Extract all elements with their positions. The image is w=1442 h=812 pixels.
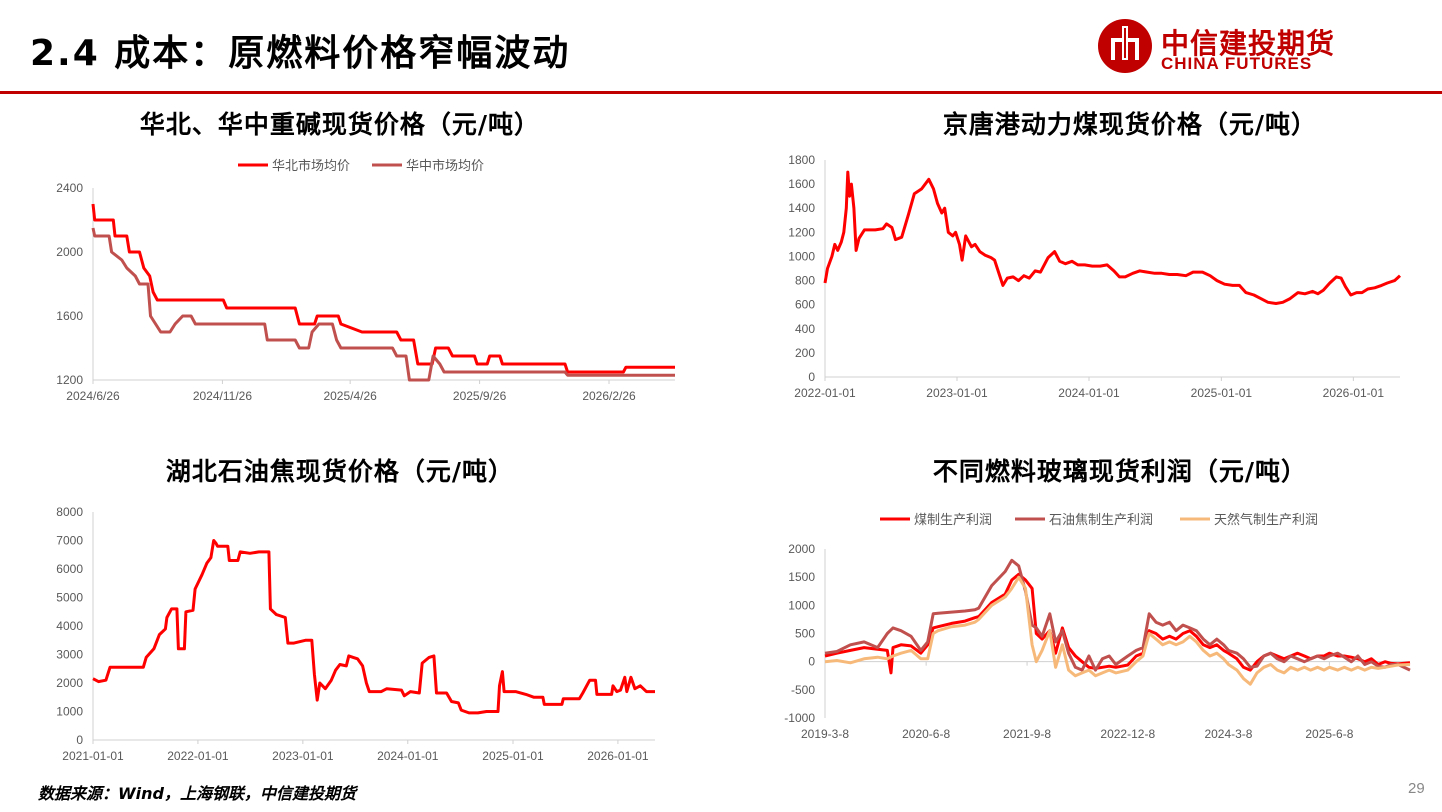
y-tick-label: 8000	[56, 505, 83, 519]
series-line-1	[823, 170, 1402, 305]
soda-ash-price-chart: 1200 1600 2000 2400 2024/6/26 2024/11/26 2025/…	[56, 158, 675, 403]
y-tick-label: 1400	[788, 201, 815, 215]
y-tick-label: 1800	[788, 153, 815, 167]
page-number: 29	[1408, 780, 1425, 797]
y-tick-label: 4000	[56, 619, 83, 633]
x-tick-label: 2025-6-8	[1305, 727, 1353, 741]
y-tick-label: 200	[795, 346, 815, 360]
chart-title-soda-ash: 华北、华中重碱现货价格（元/吨）	[139, 110, 541, 139]
y-tick-label: -500	[791, 683, 815, 697]
chart-title-glass-profit: 不同燃料玻璃现货利润（元/吨）	[932, 457, 1308, 486]
y-tick-label: 600	[795, 298, 815, 312]
y-tick-label: 2000	[788, 542, 815, 556]
y-tick-label: 1000	[56, 705, 83, 719]
y-tick-label: -1000	[784, 711, 815, 725]
series-line-1	[92, 539, 655, 715]
x-tick-label: 2022-01-01	[167, 749, 229, 763]
y-tick-label: 1600	[788, 177, 815, 191]
header-divider	[0, 91, 1442, 94]
series-line-2	[824, 558, 1411, 672]
y-tick-label: 500	[795, 627, 815, 641]
y-tick-label: 2000	[56, 245, 83, 259]
x-tick-label: 2024-3-8	[1204, 727, 1252, 741]
x-tick-label: 2020-6-8	[902, 727, 950, 741]
x-tick-label: 2025/4/26	[323, 389, 377, 403]
y-tick-label: 0	[808, 655, 815, 669]
y-tick-label: 3000	[56, 648, 83, 662]
petcoke-price-chart: 0 1000 2000 3000 4000 5000 6000 7000 8000 2021-01…	[56, 505, 655, 763]
x-tick-label: 2023-01-01	[272, 749, 334, 763]
chart-title-petcoke: 湖北石油焦现货价格（元/吨）	[165, 457, 515, 486]
x-tick-label: 2022-12-8	[1100, 727, 1155, 741]
y-tick-label: 6000	[56, 562, 83, 576]
y-tick-label: 1000	[788, 598, 815, 612]
x-tick-label: 2024-01-01	[377, 749, 439, 763]
x-tick-label: 2022-01-01	[794, 386, 856, 400]
x-tick-label: 2023-01-01	[926, 386, 988, 400]
slide-header: 2.4 成本：原燃料价格窄幅波动 中信建投期货 CHINA FUTURES	[0, 0, 1442, 94]
x-tick-label: 2025/9/26	[453, 389, 507, 403]
legend-label: 华北市场均价	[272, 158, 350, 173]
brand-logo: 中信建投期货 CHINA FUTURES	[1097, 18, 1347, 80]
legend-label: 石油焦制生产利润	[1049, 512, 1153, 527]
x-tick-label: 2026-01-01	[587, 749, 649, 763]
y-tick-label: 2400	[56, 181, 83, 195]
y-tick-label: 400	[795, 322, 815, 336]
y-tick-label: 1200	[788, 225, 815, 239]
x-tick-label: 2025-01-01	[1191, 386, 1253, 400]
series-line-2	[91, 227, 675, 382]
legend-label: 煤制生产利润	[914, 512, 992, 527]
y-tick-label: 7000	[56, 534, 83, 548]
x-tick-label: 2024/11/26	[193, 389, 252, 403]
x-tick-label: 2024/6/26	[66, 389, 120, 403]
data-source-note: 数据来源：Wind，上海钢联，中信建投期货	[38, 784, 356, 803]
logo-chinese: 中信建投期货	[1161, 27, 1336, 60]
thermal-coal-price-chart: 0 200 400 600 800 1000 1200 1400 1600 1800 2022-01…	[788, 153, 1402, 400]
page-title: 2.4 成本：原燃料价格窄幅波动	[30, 33, 571, 74]
y-tick-label: 1600	[56, 309, 83, 323]
glass-profit-chart: -1000 -500 0 500 1000 1500 2000 2019-3-8 2020-6-…	[784, 512, 1411, 741]
citic-logo-icon	[1098, 19, 1152, 73]
x-tick-label: 2024-01-01	[1058, 386, 1120, 400]
logo-english: CHINA FUTURES	[1161, 54, 1313, 73]
legend-label: 天然气制生产利润	[1214, 512, 1318, 527]
y-tick-label: 800	[795, 274, 815, 288]
x-tick-label: 2025-01-01	[482, 749, 544, 763]
x-tick-label: 2021-9-8	[1003, 727, 1051, 741]
y-tick-label: 2000	[56, 676, 83, 690]
legend-label: 华中市场均价	[406, 158, 484, 173]
y-tick-label: 0	[76, 733, 83, 747]
y-tick-label: 1500	[788, 570, 815, 584]
series-line-3	[824, 575, 1411, 686]
x-tick-label: 2021-01-01	[62, 749, 124, 763]
x-tick-label: 2019-3-8	[801, 727, 849, 741]
y-tick-label: 5000	[56, 591, 83, 605]
x-tick-label: 2026-01-01	[1323, 386, 1385, 400]
y-tick-label: 1200	[56, 373, 83, 387]
y-tick-label: 1000	[788, 249, 815, 263]
series-line-1	[91, 203, 675, 374]
x-tick-label: 2026/2/26	[582, 389, 636, 403]
y-tick-label: 0	[808, 370, 815, 384]
chart-title-thermal-coal: 京唐港动力煤现货价格（元/吨）	[942, 110, 1318, 139]
